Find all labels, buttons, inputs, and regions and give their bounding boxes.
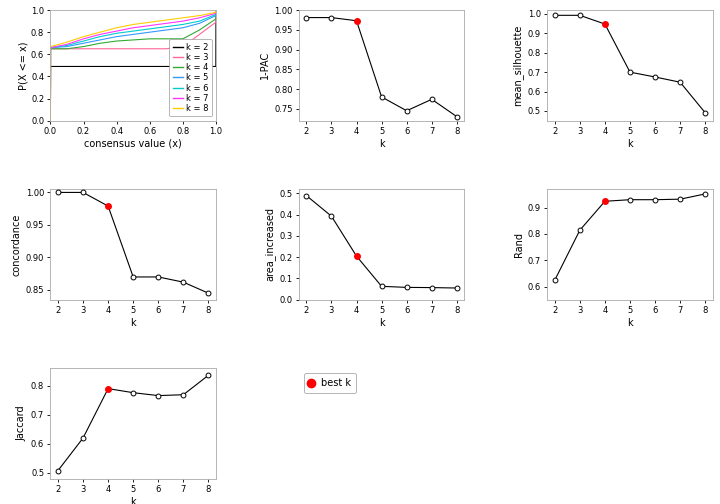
Y-axis label: area_increased: area_increased: [264, 208, 275, 281]
X-axis label: k: k: [627, 318, 633, 328]
X-axis label: k: k: [627, 139, 633, 149]
X-axis label: k: k: [379, 139, 384, 149]
X-axis label: k: k: [130, 497, 136, 504]
Y-axis label: P(X <= x): P(X <= x): [18, 41, 28, 90]
Y-axis label: concordance: concordance: [12, 213, 22, 276]
Y-axis label: 1-PAC: 1-PAC: [260, 51, 270, 80]
Y-axis label: Jaccard: Jaccard: [17, 406, 27, 442]
X-axis label: k: k: [379, 318, 384, 328]
X-axis label: k: k: [130, 318, 136, 328]
Legend: best k: best k: [304, 373, 356, 393]
Legend: k = 2, k = 3, k = 4, k = 5, k = 6, k = 7, k = 8: k = 2, k = 3, k = 4, k = 5, k = 6, k = 7…: [169, 39, 212, 116]
X-axis label: consensus value (x): consensus value (x): [84, 139, 182, 149]
Y-axis label: Rand: Rand: [513, 232, 523, 257]
Y-axis label: mean_silhouette: mean_silhouette: [513, 25, 523, 106]
